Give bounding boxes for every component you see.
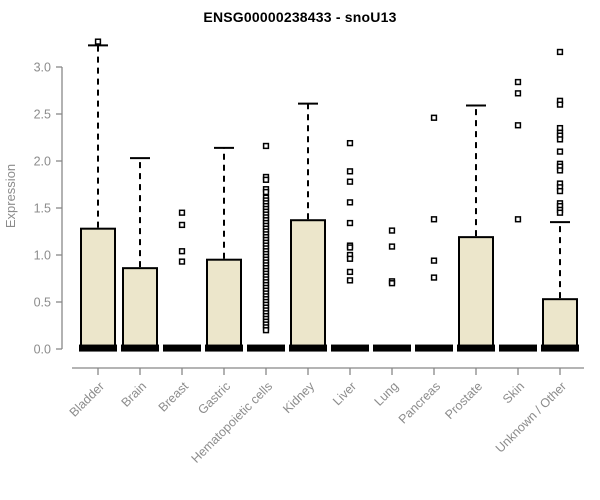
median-bar <box>247 344 285 352</box>
median-bar <box>499 344 537 352</box>
outlier-point <box>556 209 564 216</box>
median-bar <box>289 344 327 352</box>
median-bar <box>205 344 243 352</box>
y-axis-label: Expression <box>3 164 18 228</box>
box-body <box>542 298 578 350</box>
outlier-point <box>178 258 186 265</box>
y-tick-label: 1.5 <box>34 202 51 216</box>
x-tick-label-lung: Lung <box>372 379 402 409</box>
outlier-point <box>94 38 102 45</box>
box-lung <box>373 227 411 352</box>
box-gastric <box>205 146 243 352</box>
outlier-point <box>430 216 438 223</box>
x-tick-label-kidney: Kidney <box>280 379 317 416</box>
outlier-point <box>388 243 396 250</box>
y-axis: 0.0 0.5 1.0 1.5 2.0 2.5 3.0 Expression <box>3 61 63 357</box>
outlier-point <box>556 136 564 143</box>
x-tick-label-pancreas: Pancreas <box>396 379 443 426</box>
x-tick-label-gastric: Gastric <box>195 379 233 417</box>
chart-title: ENSG00000238433 - snoU13 <box>203 9 397 25</box>
x-tick-label-unknown-other: Unknown / Other <box>493 379 569 455</box>
median-bar <box>121 344 159 352</box>
outlier-point <box>262 188 270 196</box>
box-skin <box>499 78 537 352</box>
outlier-point <box>346 255 354 262</box>
y-tick-label: 0.0 <box>34 343 51 357</box>
x-tick-label-breast: Breast <box>156 379 192 415</box>
outlier-point <box>346 199 354 206</box>
x-tick-label-prostate: Prostate <box>442 379 485 422</box>
median-bar <box>79 344 117 352</box>
median-bar <box>163 344 201 352</box>
box-body <box>206 258 242 351</box>
outlier-point <box>178 248 186 255</box>
box-body <box>458 236 494 350</box>
x-tick-label-liver: Liver <box>330 379 359 408</box>
box-liver <box>331 139 369 352</box>
box-pancreas <box>415 114 453 352</box>
outlier-point <box>556 167 564 174</box>
y-tick-label: 1.0 <box>34 249 51 263</box>
outlier-point <box>346 244 354 251</box>
outlier-point <box>346 139 354 147</box>
box-breast <box>163 209 201 352</box>
outlier-point <box>556 48 564 56</box>
x-tick-label-skin: Skin <box>500 379 527 406</box>
box-body <box>122 267 158 350</box>
x-tick-label-bladder: Bladder <box>67 379 107 419</box>
outlier-point <box>430 257 438 264</box>
outlier-point <box>346 268 354 276</box>
median-bar <box>415 344 453 352</box>
outlier-point <box>514 90 522 97</box>
box-body <box>290 219 326 350</box>
y-tick-label: 0.5 <box>34 296 51 310</box>
box-bladder <box>79 38 117 352</box>
outlier-point <box>388 227 396 234</box>
outlier-point <box>514 216 522 223</box>
median-bar <box>373 344 411 352</box>
median-bar <box>331 344 369 352</box>
outlier-point <box>514 78 522 86</box>
outlier-point <box>388 280 396 287</box>
median-bar <box>541 344 579 352</box>
box-unknown-other <box>541 48 579 352</box>
outlier-point <box>430 274 438 281</box>
y-tick-label: 3.0 <box>34 61 51 75</box>
outlier-point <box>346 178 354 185</box>
y-tick-label: 2.0 <box>34 155 51 169</box>
outlier-point <box>262 327 270 334</box>
outlier-point <box>430 114 438 121</box>
box-kidney <box>289 102 327 352</box>
outlier-point <box>556 187 564 195</box>
outlier-point <box>514 122 522 129</box>
outlier-point <box>178 221 186 229</box>
outlier-point <box>262 142 270 150</box>
box-body <box>80 227 116 350</box>
outlier-point <box>346 219 354 227</box>
outlier-point <box>556 101 564 108</box>
outlier-point <box>346 168 354 175</box>
median-bar <box>457 344 495 352</box>
outlier-point <box>178 209 186 216</box>
outlier-point <box>556 148 564 155</box>
box-brain <box>121 157 159 352</box>
box-hematopoietic-cells <box>247 142 285 352</box>
outlier-point <box>346 277 354 284</box>
x-tick-label-brain: Brain <box>119 379 150 410</box>
y-tick-label: 2.5 <box>34 108 51 122</box>
x-tick-label-hematopoietic-cells: Hematopoietic cells <box>189 379 276 466</box>
outlier-point <box>262 176 270 183</box>
box-prostate <box>457 104 495 352</box>
